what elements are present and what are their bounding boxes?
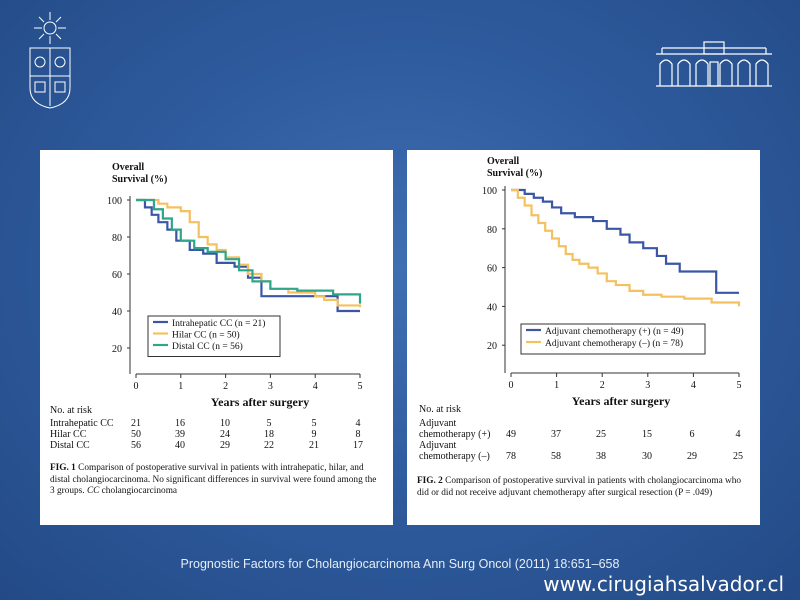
- x-axis-label: Years after surgery: [572, 394, 670, 408]
- risk-cell: 22: [264, 440, 274, 451]
- risk-cell: 16: [175, 418, 185, 429]
- university-crest-icon: [29, 12, 71, 109]
- risk-cell: 78: [506, 451, 516, 462]
- x-tick-label: 2: [223, 381, 228, 392]
- figure-1-panel: Overall Survival (%) 20 40 60 80 100 0 1 2 3 4 5 In…: [40, 150, 393, 525]
- legend-box: [147, 315, 281, 357]
- x-tick-label: 5: [737, 380, 742, 391]
- risk-cell: 8: [355, 429, 361, 440]
- caption-label: FIG. 2: [417, 476, 443, 486]
- y-tick-label: 100: [482, 186, 497, 197]
- x-tick-label: 1: [554, 380, 559, 391]
- risk-cell: 29: [220, 440, 230, 451]
- x-tick-label: 1: [178, 381, 183, 392]
- chart-1: Overall Survival (%) 20 40 60 80 100 0 1 2 3 4 5 In…: [107, 162, 363, 409]
- risk-row-label: Hilar CC: [50, 429, 87, 440]
- x-tick-label: 3: [268, 381, 273, 392]
- risk-cell: 37: [551, 429, 561, 440]
- y-axis-label-line1: Overall: [487, 156, 519, 167]
- y-axis-label-line1: Overall: [112, 162, 144, 173]
- x-tick-label: 0: [134, 381, 139, 392]
- y-tick-label: 40: [487, 302, 497, 313]
- x-tick-label: 2: [600, 380, 605, 391]
- chart-2: Overall Survival (%) 20 40 60 80 100 0 1 2 3 4 5 Ad…: [482, 156, 742, 408]
- series-line-3: [136, 198, 362, 304]
- figure-1-caption: FIG. 1 Comparison of postoperative survi…: [50, 463, 380, 498]
- legend-entry: Distal CC (n = 56): [172, 341, 243, 352]
- risk-cell: 58: [551, 451, 561, 462]
- risk-cell: 30: [642, 451, 652, 462]
- building-logo-icon: [656, 41, 772, 87]
- risk-cell: 10: [220, 418, 230, 429]
- risk-cell: 56: [131, 440, 141, 451]
- risk-row-label: Intrahepatic CC: [50, 418, 114, 429]
- series-line-2: [511, 188, 741, 307]
- chart-2-plot-area: 20 40 60 80 100 0 1 2 3 4 5 Adjuvant chemotherapy (…: [482, 186, 742, 391]
- y-tick-label: 60: [487, 264, 497, 275]
- slide-footer-citation: Prognostic Factors for Cholangiocarcinom…: [180, 557, 620, 571]
- risk-row-label: Adjuvant: [419, 418, 457, 429]
- risk-cell: 4: [735, 429, 741, 440]
- y-axis-label-line2: Survival (%): [112, 174, 167, 185]
- series-line-1: [511, 188, 739, 294]
- risk-row-label: chemotherapy (+): [419, 429, 491, 440]
- chart-1-plot-area: 20 40 60 80 100 0 1 2 3 4 5 Intrahepatic CC (n = 21…: [107, 196, 363, 392]
- y-tick-label: 20: [487, 341, 497, 352]
- risk-cell: 4: [355, 418, 361, 429]
- legend-entry: Adjuvant chemotherapy (–) (n = 78): [545, 338, 683, 349]
- series-line-2: [136, 198, 362, 308]
- risk-cell: 15: [642, 429, 652, 440]
- x-tick-label: 4: [313, 381, 318, 392]
- risk-row-label: Distal CC: [50, 440, 90, 451]
- risk-cell: 49: [506, 429, 516, 440]
- risk-cell: 17: [353, 440, 363, 451]
- risk-cell: 18: [264, 429, 274, 440]
- risk-row-label: Adjuvant: [419, 440, 457, 451]
- risk-row-label: chemotherapy (–): [419, 451, 490, 462]
- x-tick-label: 5: [358, 381, 363, 392]
- risk-cell: 5: [266, 418, 272, 429]
- legend-entry: Hilar CC (n = 50): [172, 330, 240, 341]
- series-line-1: [136, 198, 360, 313]
- x-axis-label: Years after surgery: [211, 395, 309, 409]
- caption-abbr-def: cholangiocarcinoma: [101, 486, 178, 496]
- figure-2-caption: FIG. 2 Comparison of postoperative survi…: [417, 476, 747, 499]
- legend-box: [520, 323, 706, 355]
- caption-text: Comparison of postoperative survival in …: [417, 476, 742, 498]
- risk-cell: 21: [131, 418, 141, 429]
- risk-cell: 25: [733, 451, 743, 462]
- y-axis-label-line2: Survival (%): [487, 168, 542, 179]
- x-tick-label: 0: [509, 380, 514, 391]
- risk-cell: 9: [311, 429, 317, 440]
- risk-cell: 25: [596, 429, 606, 440]
- risk-cell: 38: [596, 451, 606, 462]
- legend-entry: Intrahepatic CC (n = 21): [172, 318, 265, 329]
- figure-2-panel: Overall Survival (%) 20 40 60 80 100 0 1 2 3 4 5 Ad…: [407, 150, 760, 525]
- y-tick-label: 60: [112, 270, 122, 281]
- caption-abbr: CC: [86, 486, 100, 496]
- risk-cell: 21: [309, 440, 319, 451]
- legend-entry: Adjuvant chemotherapy (+) (n = 49): [545, 326, 684, 337]
- risk-table-title: No. at risk: [419, 404, 461, 415]
- y-tick-label: 80: [487, 225, 497, 236]
- y-tick-label: 40: [112, 307, 122, 318]
- caption-label: FIG. 1: [50, 463, 76, 473]
- risk-cell: 50: [131, 429, 141, 440]
- risk-table-title: No. at risk: [50, 405, 92, 416]
- y-tick-label: 20: [112, 344, 122, 355]
- y-tick-label: 80: [112, 233, 122, 244]
- risk-cell: 6: [689, 429, 695, 440]
- x-tick-label: 3: [645, 380, 650, 391]
- risk-cell: 40: [175, 440, 185, 451]
- caption-p-value: (P = .049): [674, 487, 713, 498]
- y-tick-label: 100: [107, 196, 122, 207]
- website-url: www.cirugiahsalvador.cl: [543, 572, 784, 596]
- risk-cell: 29: [687, 451, 697, 462]
- risk-cell: 5: [311, 418, 317, 429]
- caption-text: Comparison of postoperative survival in …: [50, 463, 377, 496]
- risk-cell: 24: [220, 429, 230, 440]
- x-tick-label: 4: [691, 380, 696, 391]
- risk-cell: 39: [175, 429, 185, 440]
